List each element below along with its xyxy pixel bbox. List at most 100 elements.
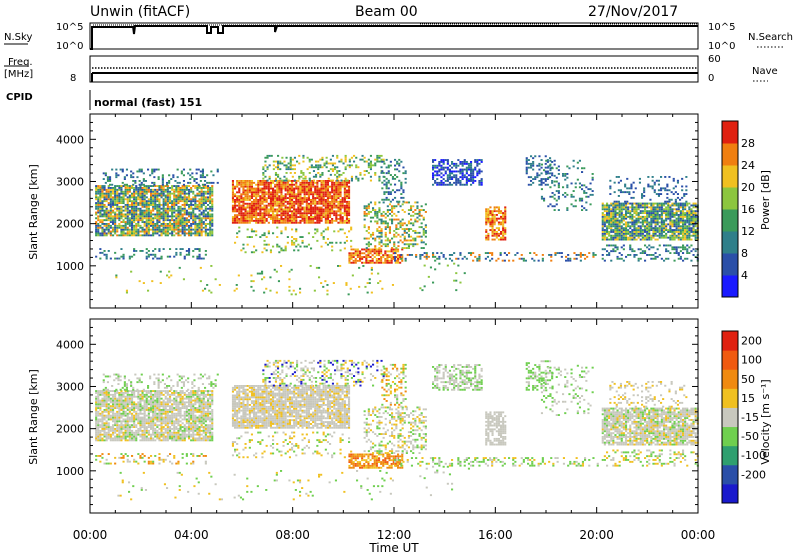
data-cell <box>282 208 285 211</box>
data-cell <box>386 243 389 246</box>
data-cell <box>124 204 127 206</box>
data-cell <box>660 221 663 224</box>
data-cell <box>204 176 207 179</box>
data-cell <box>610 259 613 262</box>
data-cell <box>392 248 395 251</box>
data-cell <box>331 170 335 172</box>
data-cell <box>264 164 267 167</box>
data-cell <box>204 187 207 189</box>
data-cell <box>337 180 340 182</box>
data-cell <box>234 219 237 222</box>
data-cell <box>164 211 167 214</box>
data-cell <box>338 170 341 172</box>
data-cell <box>385 191 388 194</box>
data-cell <box>303 216 306 218</box>
data-cell <box>202 194 205 197</box>
data-cell <box>326 226 330 229</box>
data-cell <box>181 248 184 250</box>
data-cell <box>692 225 695 228</box>
data-cell <box>211 232 214 235</box>
data-cell <box>478 168 481 171</box>
data-cell <box>316 239 319 242</box>
data-cell <box>641 204 644 207</box>
data-cell <box>380 258 383 260</box>
data-cell <box>625 215 628 218</box>
data-cell <box>124 198 127 201</box>
data-cell <box>131 200 134 203</box>
data-cell <box>326 208 330 211</box>
data-cell <box>325 156 328 159</box>
data-cell <box>669 227 672 230</box>
data-cell <box>405 228 408 230</box>
data-cell <box>381 181 384 184</box>
data-cell <box>331 249 334 252</box>
data-cell <box>549 186 552 189</box>
data-cell <box>141 215 144 218</box>
data-cell <box>485 223 488 226</box>
data-cell <box>385 198 388 201</box>
data-cell <box>412 205 415 208</box>
data-cell <box>281 179 284 182</box>
data-cell <box>348 221 351 224</box>
data-cell <box>398 189 401 192</box>
data-cell <box>305 210 308 213</box>
data-cell <box>242 206 245 209</box>
data-cell <box>324 216 327 218</box>
data-cell <box>303 195 306 198</box>
data-cell <box>280 210 283 213</box>
data-cell <box>625 223 628 226</box>
data-cell <box>114 188 117 191</box>
data-cell <box>532 161 535 163</box>
data-cell <box>99 196 102 199</box>
data-cell <box>196 188 199 191</box>
data-cell <box>310 202 313 205</box>
data-cell <box>120 211 123 214</box>
data-cell <box>385 187 388 190</box>
data-cell <box>341 181 344 184</box>
data-cell <box>383 183 386 186</box>
data-cell <box>318 189 321 192</box>
data-cell <box>650 236 653 239</box>
data-cell <box>618 215 621 218</box>
data-cell <box>150 185 153 187</box>
data-cell <box>101 188 104 191</box>
data-cell <box>476 259 479 262</box>
data-cell <box>485 236 488 239</box>
data-cell <box>334 173 337 176</box>
data-cell <box>663 234 666 237</box>
data-cell <box>200 207 203 210</box>
data-cell <box>166 192 169 195</box>
freq-panel: Freq. [MHz] 8 60 0 Nave <box>4 54 778 84</box>
data-cell <box>459 172 462 175</box>
data-cell <box>109 209 112 212</box>
data-cell <box>382 211 385 213</box>
data-cell <box>181 209 184 212</box>
data-cell <box>629 232 632 235</box>
data-cell <box>633 219 636 222</box>
data-cell <box>554 252 557 254</box>
data-cell <box>109 211 112 214</box>
data-cell <box>603 219 606 222</box>
data-cell <box>185 200 188 203</box>
data-cell <box>540 178 543 180</box>
data-cell <box>376 235 379 238</box>
data-cell <box>160 257 163 260</box>
data-cell <box>616 212 619 214</box>
data-cell <box>491 227 494 230</box>
data-cell <box>147 224 150 227</box>
data-cell <box>472 174 475 177</box>
data-cell <box>277 175 280 178</box>
data-cell <box>337 191 340 194</box>
data-cell <box>639 232 642 235</box>
data-cell <box>115 168 118 171</box>
data-cell <box>105 196 108 199</box>
data-cell <box>542 181 545 184</box>
data-cell <box>620 227 623 230</box>
data-cell <box>641 238 644 241</box>
data-cell <box>404 259 407 262</box>
data-cell <box>648 221 651 224</box>
data-cell <box>371 254 374 257</box>
data-cell <box>151 168 154 171</box>
data-cell <box>172 176 175 179</box>
data-cell <box>154 215 157 218</box>
